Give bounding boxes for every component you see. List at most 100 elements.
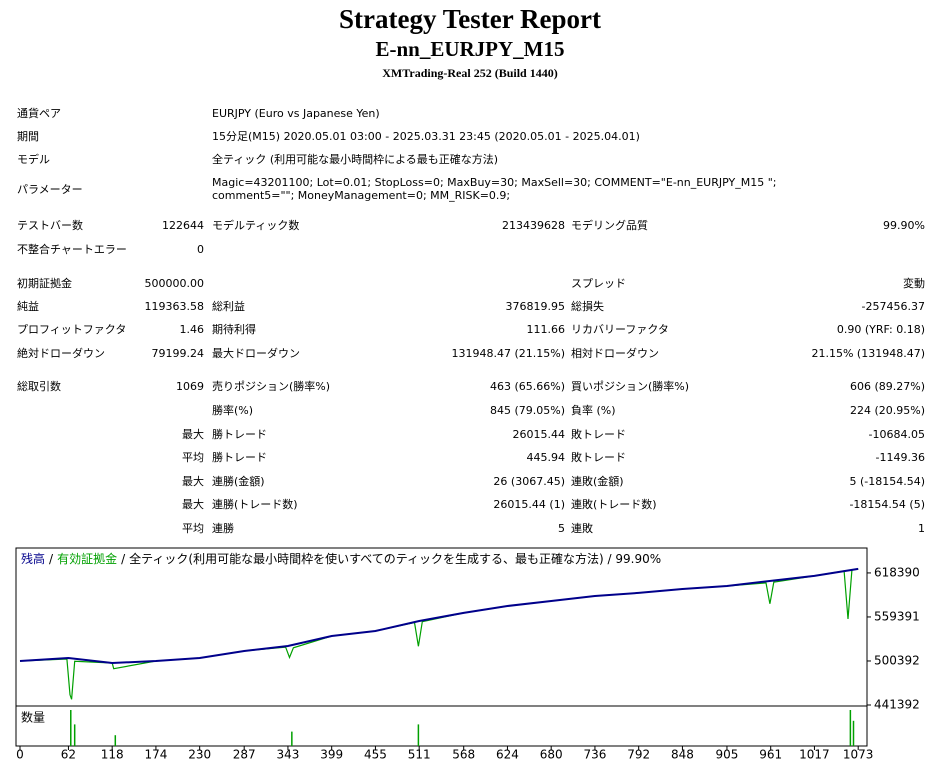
stat-value: 606 (89.27%) (849, 380, 925, 393)
y-tick-label: 559391 (874, 609, 920, 623)
x-tick-label: 62 (61, 748, 76, 762)
info-value: 全ティック (利用可能な最小時間枠による最も正確な方法) (212, 153, 499, 166)
stat-label: 勝トレード (212, 428, 267, 441)
stat-label: 総利益 (212, 300, 245, 313)
stat-label: 勝率(%) (212, 404, 254, 417)
x-tick-label: 905 (715, 748, 738, 762)
report-title: Strategy Tester Report (339, 4, 601, 34)
stat-label: 勝トレード (212, 451, 267, 464)
stat-label: 初期証拠金 (17, 277, 72, 290)
stat-value: 26 (3067.45) (493, 475, 565, 488)
stat-value: 平均 (182, 451, 204, 464)
stat-value: 変動 (903, 277, 925, 290)
server-name: XMTrading-Real 252 (Build 1440) (382, 66, 558, 80)
stat-value: 1069 (176, 380, 204, 393)
stat-value: 最大 (182, 475, 204, 488)
info-label: 期間 (17, 130, 39, 143)
volume-panel (15, 705, 868, 747)
y-tick-label: 441392 (874, 698, 920, 712)
stat-label: スプレッド (571, 277, 626, 290)
stat-label: 総損失 (571, 300, 604, 313)
stat-value: 131948.47 (21.15%) (451, 347, 565, 360)
chart: 441392 500392 559391 618390 0 62 118 174 230 287 3… (15, 547, 920, 762)
stat-value: 111.66 (526, 323, 566, 336)
stat-value: 213439628 (502, 219, 565, 232)
stat-value: 500000.00 (144, 277, 205, 290)
stat-value: 5 (-18154.54) (849, 475, 925, 488)
x-tick-label: 1017 (799, 748, 830, 762)
stat-label: 敗トレード (571, 428, 626, 441)
stat-label: 敗トレード (571, 451, 626, 464)
y-tick-label: 500392 (874, 653, 920, 667)
stat-value: 最大 (182, 498, 204, 511)
stat-label: 純益 (17, 300, 39, 313)
stat-value: 1.46 (179, 323, 205, 336)
stat-label: リカバリーファクタ (571, 323, 669, 336)
x-tick-label: 118 (101, 748, 124, 762)
stat-value: 445.94 (526, 451, 566, 464)
x-tick-label: 568 (452, 748, 475, 762)
stat-value: 79199.24 (151, 347, 205, 360)
stat-value: 最大 (182, 428, 204, 441)
volume-label: 数量 (21, 710, 45, 725)
stat-value: 1 (918, 522, 925, 535)
stat-label: 不整合チャートエラー (17, 243, 127, 256)
stat-value: 122644 (162, 219, 204, 232)
x-tick-label: 0 (16, 748, 24, 762)
x-tick-label: 287 (233, 748, 256, 762)
x-tick-label: 848 (671, 748, 694, 762)
legend: 残高 / 有効証拠金 / 全ティック(利用可能な最小時間枠を使いすべてのティックを生成す… (21, 551, 661, 566)
stat-label: 連敗(トレード数) (571, 498, 657, 511)
legend-separator: / (121, 552, 126, 566)
stat-value: 21.15% (131948.47) (811, 347, 925, 360)
y-tick-label: 618390 (874, 565, 920, 579)
stat-value: 0.90 (YRF: 0.18) (836, 323, 925, 336)
x-tick-label: 399 (320, 748, 343, 762)
stat-value: 平均 (182, 522, 204, 535)
stat-value: 119363.58 (144, 300, 205, 313)
stat-label: 絶対ドローダウン (17, 347, 105, 360)
stat-label: モデルティック数 (212, 219, 300, 232)
stat-label: 買いポジション(勝率%) (571, 380, 690, 393)
x-tick-label: 736 (583, 748, 606, 762)
equity-line (19, 568, 859, 700)
x-tick-label: 455 (364, 748, 387, 762)
legend-item: 残高 (21, 551, 45, 566)
stat-value: -257456.37 (861, 300, 925, 313)
stat-label: 連敗(金額) (571, 475, 624, 488)
x-tick-label: 174 (144, 748, 167, 762)
x-tick-label: 343 (276, 748, 299, 762)
stat-label: テストバー数 (17, 219, 83, 232)
stat-value: 26015.44 (512, 428, 566, 441)
info-value: EURJPY (Euro vs Japanese Yen) (212, 107, 380, 120)
stat-label: 売りポジション(勝率%) (212, 380, 331, 393)
info-value: 15分足(M15) 2020.05.01 03:00 - 2025.03.31 … (212, 130, 640, 143)
info-label: モデル (17, 153, 50, 166)
stat-label: 期待利得 (212, 323, 256, 336)
stat-value: -10684.05 (868, 428, 925, 441)
main-panel (15, 547, 868, 707)
legend-separator: / (49, 552, 54, 566)
legend-caption: 全ティック(利用可能な最小時間枠を使いすべてのティックを生成する、最も正確な方法… (129, 551, 661, 566)
stat-value: 845 (79.05%) (489, 404, 565, 417)
stat-label: 相対ドローダウン (571, 347, 659, 360)
stat-label: 最大ドローダウン (212, 347, 300, 360)
info-label: 通貨ペア (17, 107, 61, 120)
x-tick-label: 624 (496, 748, 519, 762)
x-tick-label: 1073 (843, 748, 874, 762)
stat-label: 連勝(金額) (212, 475, 265, 488)
info-value: Magic=43201100; Lot=0.01; StopLoss=0; Ma… (212, 176, 777, 202)
x-tick-label: 680 (540, 748, 563, 762)
stat-value: 26015.44 (1) (493, 498, 565, 511)
stat-value: 5 (558, 522, 565, 535)
report-subtitle: E-nn_EURJPY_M15 (375, 37, 565, 61)
info-label: パラメーター (17, 183, 83, 196)
stat-label: 連勝(トレード数) (212, 498, 298, 511)
x-tick-label: 230 (188, 748, 211, 762)
stat-value: 0 (197, 243, 204, 256)
stat-value: 376819.95 (505, 300, 566, 313)
stat-label: 総取引数 (17, 380, 61, 393)
stat-label: 連敗 (571, 522, 593, 535)
stat-value: -18154.54 (5) (849, 498, 925, 511)
